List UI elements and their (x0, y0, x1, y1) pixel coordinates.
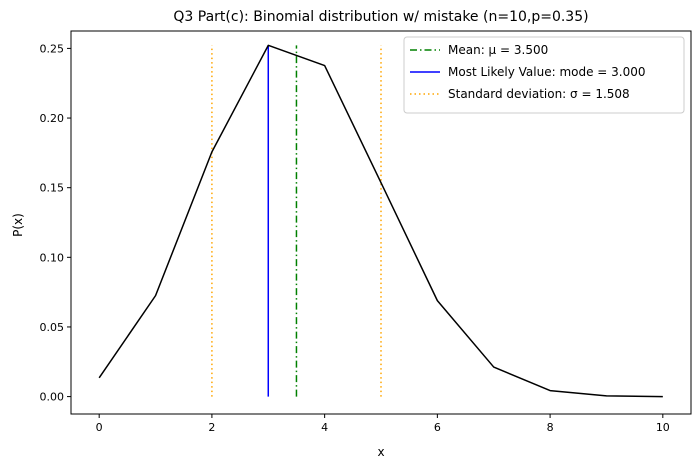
x-tick-label-0: 0 (96, 421, 103, 434)
legend-box (403, 36, 685, 114)
y-axis-label: P(x) (11, 213, 25, 237)
x-tick-label-1: 2 (208, 421, 215, 434)
x-tick-label-3: 6 (434, 421, 441, 434)
legend-label-0: Mean: μ = 3.500 (448, 43, 548, 57)
legend: Mean: μ = 3.500 Most Likely Value: mode =… (403, 36, 685, 114)
x-tick-label-5: 10 (656, 421, 670, 434)
chart-title: Q3 Part(c): Binomial distribution w/ mis… (173, 9, 588, 25)
y-tick-label-4: 0.20 (40, 112, 65, 125)
axis-ticks: 0 2 4 6 8 10 0.00 0.05 0.10 0.15 0.20 0.25 (40, 42, 670, 434)
y-tick-label-0: 0.00 (40, 391, 65, 404)
y-tick-label-1: 0.05 (40, 321, 65, 334)
x-axis-label: x (377, 445, 384, 459)
y-tick-label-2: 0.10 (40, 251, 65, 264)
legend-label-2: Standard deviation: σ = 1.508 (448, 87, 630, 101)
plot-area (98, 44, 663, 398)
legend-label-1: Most Likely Value: mode = 3.000 (448, 65, 646, 79)
y-tick-label-5: 0.25 (40, 42, 65, 55)
y-tick-label-3: 0.15 (40, 182, 65, 195)
axes-frame (70, 30, 692, 415)
x-tick-label-4: 8 (547, 421, 554, 434)
x-tick-label-2: 4 (321, 421, 328, 434)
